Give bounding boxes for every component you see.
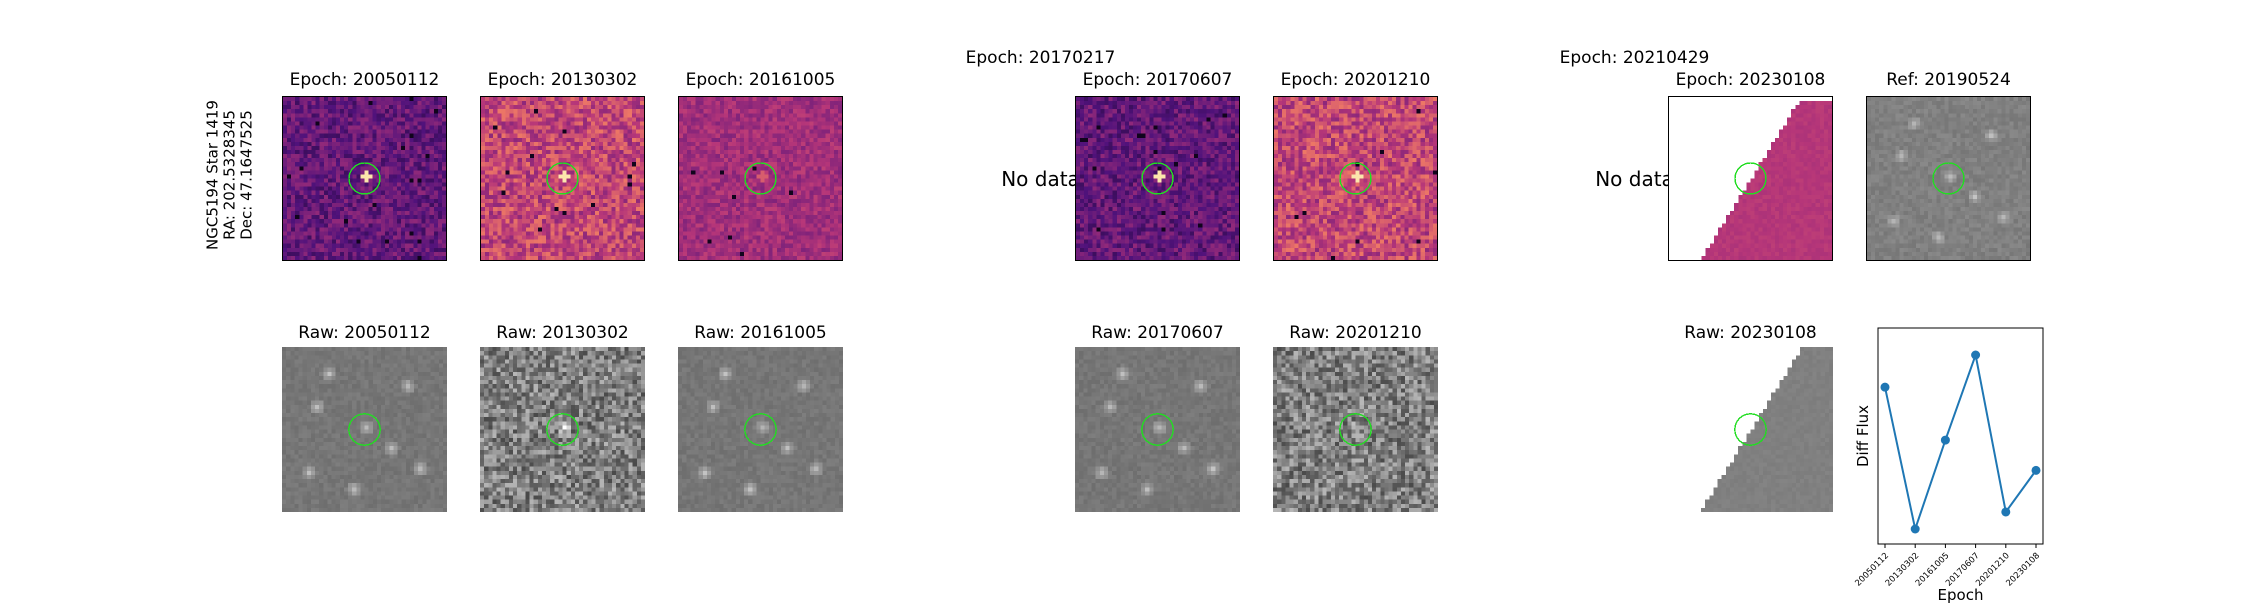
raw-image [282,347,447,512]
pixel-image [282,347,447,512]
diff-image [1866,96,2031,261]
no-data-text: No data [1001,167,1080,191]
diff-panel-title: Epoch: 20170607 [1083,70,1233,90]
pixel-image [1274,97,1437,260]
pixel-image [1273,347,1438,512]
pixel-image [1076,97,1239,260]
pixel-image [481,97,644,260]
plot-frame [1878,328,2043,544]
diff-image [480,96,645,261]
raw-panel-title: Raw: 20170607 [1091,323,1224,343]
pixel-image [1668,347,1833,512]
pixel-image [1867,97,2030,260]
diff-image [1075,96,1240,261]
pixel-image [480,347,645,512]
flux-point [2001,507,2010,516]
star-ra: RA: 202.5328345 [222,100,239,250]
pixel-image [1075,347,1240,512]
raw-panel-title: Raw: 20230108 [1684,323,1817,343]
raw-panel-title: Raw: 20201210 [1289,323,1422,343]
raw-image [1075,347,1240,512]
diff-image [1668,96,1833,261]
raw-image [480,347,645,512]
no-data-text: No data [1595,167,1674,191]
flux-line [1885,355,2036,529]
diff-image [1273,96,1438,261]
diff-image [282,96,447,261]
flux-point [1881,383,1890,392]
diff-image [678,96,843,261]
star-dec: Dec: 47.1647525 [239,100,256,250]
pixel-image [679,97,842,260]
raw-image [1668,347,1833,512]
diff-panel-title: Epoch: 20161005 [686,70,836,90]
flux-point [1971,351,1980,360]
flux-point [1911,525,1920,534]
diff-panel-title: Epoch: 20050112 [290,70,440,90]
diff-panel-title: Ref: 20190524 [1886,70,2011,90]
y-axis-label: Diff Flux [1854,405,1872,467]
raw-panel-title: Raw: 20161005 [694,323,827,343]
flux-point [1941,436,1950,445]
pixel-image [283,97,446,260]
diff-panel-title: Epoch: 20230108 [1676,70,1826,90]
raw-panel-title: Raw: 20050112 [298,323,431,343]
star-name: NGC5194 Star 1419 [205,100,222,250]
diff-panel-title: Epoch: 20130302 [488,70,638,90]
star-info-label: NGC5194 Star 1419 RA: 202.5328345 Dec: 4… [205,100,256,250]
diff-panel-title: Epoch: 20210429 [1560,48,1710,68]
pixel-image [678,347,843,512]
raw-image [1273,347,1438,512]
x-axis-label: Epoch [1938,586,1984,604]
diff-panel-title: Epoch: 20201210 [1281,70,1431,90]
raw-image [678,347,843,512]
flux-point [2032,466,2041,475]
diff-flux-chart: 2005011220130302201610052017060720201210… [1872,324,2112,604]
raw-panel-title: Raw: 20130302 [496,323,629,343]
diff-panel-title: Epoch: 20170217 [966,48,1116,68]
pixel-image [1669,97,1832,260]
